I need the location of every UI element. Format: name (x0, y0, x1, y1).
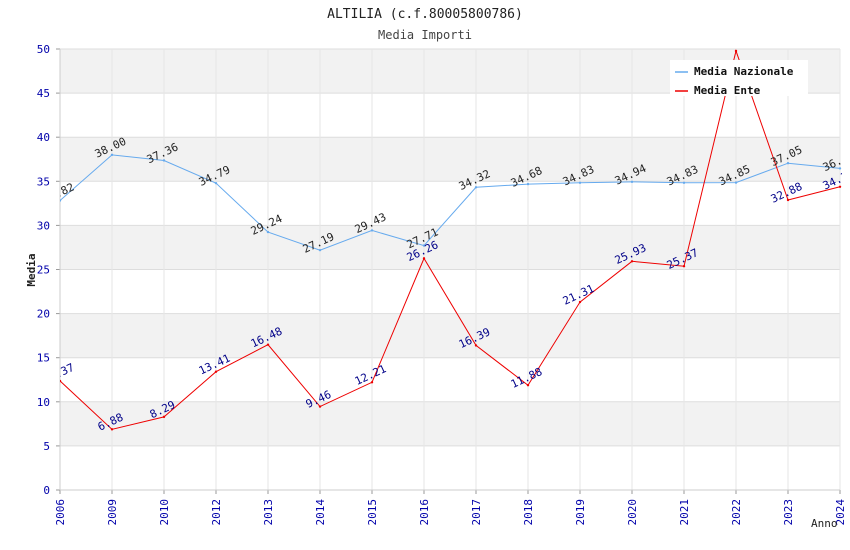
series-line-nazionale (60, 154, 841, 251)
chart-title: ALTILIA (c.f.80005800786) (327, 7, 523, 22)
x-tick-label: 2018 (522, 499, 535, 526)
data-point (162, 415, 166, 419)
data-point (734, 181, 738, 184)
data-point (682, 265, 686, 268)
series-line-ente (60, 49, 841, 430)
data-point (110, 428, 114, 431)
x-tick-label: 2021 (678, 499, 691, 526)
y-tick-label: 35 (37, 175, 50, 188)
x-axis-ticks: 2006 2009 2010 2012 2013 2014 2015 2016 2017 2018… (54, 499, 847, 526)
data-point (838, 185, 842, 188)
data-point (838, 167, 842, 170)
data-point (474, 186, 478, 189)
data-label: 11.88 (509, 365, 545, 391)
x-tick-label: 2012 (210, 499, 223, 526)
y-axis-ticks: 0 5 10 15 20 25 30 35 40 45 50 (37, 43, 50, 497)
series-group (60, 49, 842, 431)
data-point (162, 159, 166, 162)
x-tick-label: 2010 (158, 499, 171, 526)
grid-band (60, 313, 840, 358)
x-tick-label: 2020 (626, 499, 639, 526)
data-point (60, 199, 62, 202)
x-tick-label: 2015 (366, 499, 379, 526)
y-tick-label: 20 (37, 308, 50, 321)
data-point (526, 384, 530, 387)
legend-label-nazionale: Media Nazionale (694, 65, 794, 78)
data-point (682, 181, 686, 184)
x-tick-label: 2024 (834, 499, 847, 526)
data-point (630, 260, 634, 263)
data-point (422, 244, 426, 247)
data-point (578, 181, 582, 184)
data-point (474, 344, 478, 347)
y-tick-label: 10 (37, 396, 50, 409)
data-point (578, 300, 582, 304)
x-tick-label: 2009 (106, 499, 119, 526)
y-tick-label: 30 (37, 219, 50, 232)
x-tick-label: 2013 (262, 499, 275, 526)
data-point (60, 379, 62, 383)
y-tick-label: 40 (37, 131, 50, 144)
data-point (526, 182, 530, 186)
y-axis-label: Media (25, 253, 38, 286)
data-point (630, 180, 634, 184)
legend-box (670, 60, 808, 96)
y-tick-label: 45 (37, 87, 50, 100)
data-label: 32.88 (769, 180, 805, 206)
data-point (370, 381, 374, 384)
data-point (370, 229, 374, 232)
data-point (266, 343, 270, 346)
data-point (214, 370, 218, 373)
x-axis-label: Anno (811, 517, 838, 530)
grid-band (60, 225, 840, 270)
data-point (266, 230, 270, 234)
data-point (786, 198, 790, 202)
grid-band (60, 401, 840, 446)
data-point (422, 257, 426, 260)
y-tick-label: 50 (37, 43, 50, 56)
x-tick-label: 2016 (418, 499, 431, 526)
data-point (318, 248, 322, 252)
chart-subtitle: Media Importi (378, 28, 472, 42)
grid-lines (56, 48, 841, 494)
grid-bands (60, 49, 840, 446)
x-tick-label: 2014 (314, 499, 327, 526)
y-tick-label: 5 (43, 440, 50, 453)
legend: Media Nazionale Media Ente (670, 60, 808, 97)
data-label: 12.21 (353, 362, 389, 388)
data-point (110, 153, 114, 157)
x-tick-label: 2019 (574, 499, 587, 526)
data-label: 78 (726, 35, 744, 52)
data-point (214, 181, 218, 185)
data-point (734, 49, 738, 53)
x-tick-label: 2022 (730, 499, 743, 526)
x-tick-label: 2017 (470, 499, 483, 526)
data-point (786, 162, 790, 165)
data-point (318, 405, 322, 408)
y-tick-label: 15 (37, 352, 50, 365)
x-tick-label: 2023 (782, 499, 795, 526)
y-tick-label: 0 (43, 484, 50, 497)
x-tick-label: 2006 (54, 499, 67, 526)
legend-label-ente: Media Ente (694, 84, 761, 97)
y-tick-label: 25 (37, 264, 50, 277)
